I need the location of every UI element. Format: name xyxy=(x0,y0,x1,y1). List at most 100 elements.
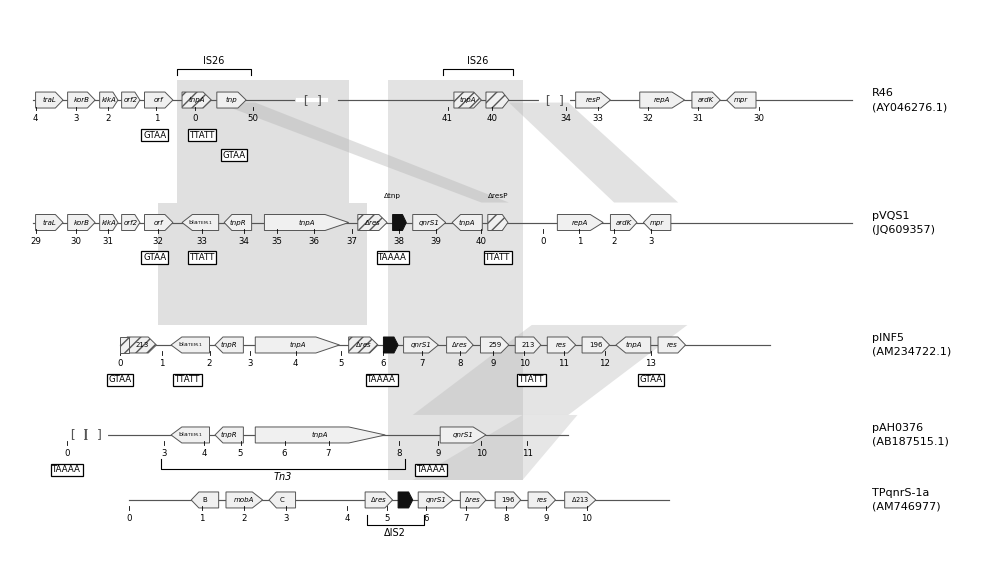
Text: 40: 40 xyxy=(486,114,497,123)
Text: 1: 1 xyxy=(153,114,159,123)
Text: pVQS1
(JQ609357): pVQS1 (JQ609357) xyxy=(872,211,934,235)
Text: repA: repA xyxy=(653,97,670,103)
Text: TTATT: TTATT xyxy=(485,253,510,262)
Text: 3: 3 xyxy=(283,514,289,523)
Text: orf: orf xyxy=(154,219,163,225)
Polygon shape xyxy=(255,427,385,443)
Text: 39: 39 xyxy=(429,236,440,246)
Text: 33: 33 xyxy=(591,114,602,123)
Text: 10: 10 xyxy=(475,449,486,458)
Text: $\Delta$213: $\Delta$213 xyxy=(571,495,589,504)
Text: 13: 13 xyxy=(644,359,656,368)
Text: $\Delta$res: $\Delta$res xyxy=(354,340,372,349)
Polygon shape xyxy=(439,427,485,443)
Text: 2: 2 xyxy=(105,114,110,123)
Text: 1: 1 xyxy=(199,514,205,523)
Polygon shape xyxy=(365,492,393,508)
Text: 0: 0 xyxy=(126,514,131,523)
Polygon shape xyxy=(255,337,339,353)
Text: 0: 0 xyxy=(64,449,70,458)
Text: tnpR: tnpR xyxy=(221,432,238,438)
Text: 33: 33 xyxy=(197,236,208,246)
Polygon shape xyxy=(36,215,63,230)
Polygon shape xyxy=(121,215,140,230)
Text: 0: 0 xyxy=(192,114,198,123)
Text: [: [ xyxy=(300,94,308,106)
Text: res: res xyxy=(666,342,677,348)
Text: tnpA: tnpA xyxy=(312,432,328,438)
Text: pAH0376
(AB187515.1): pAH0376 (AB187515.1) xyxy=(872,423,948,447)
Polygon shape xyxy=(691,92,720,108)
Text: $\Delta$res: $\Delta$res xyxy=(370,495,388,504)
Polygon shape xyxy=(453,92,481,108)
Text: $\Delta$res: $\Delta$res xyxy=(450,340,468,349)
Text: 11: 11 xyxy=(521,449,532,458)
Text: 34: 34 xyxy=(239,236,249,246)
Polygon shape xyxy=(460,492,485,508)
Text: tnpA: tnpA xyxy=(459,97,475,103)
Polygon shape xyxy=(657,337,685,353)
Text: TTATT: TTATT xyxy=(189,253,215,262)
Polygon shape xyxy=(348,337,378,353)
Polygon shape xyxy=(508,102,678,202)
Text: 2: 2 xyxy=(207,359,212,368)
Text: IS26: IS26 xyxy=(467,56,488,66)
Polygon shape xyxy=(528,492,555,508)
Text: 36: 36 xyxy=(308,236,319,246)
Text: 0: 0 xyxy=(540,236,545,246)
Text: 10: 10 xyxy=(580,514,591,523)
Text: 5: 5 xyxy=(238,449,244,458)
Text: 2: 2 xyxy=(610,236,616,246)
Polygon shape xyxy=(215,427,244,443)
Text: $\Delta$res: $\Delta$res xyxy=(464,495,481,504)
Polygon shape xyxy=(99,215,118,230)
Text: traL: traL xyxy=(43,97,56,103)
Polygon shape xyxy=(358,215,387,230)
Text: 35: 35 xyxy=(271,236,282,246)
Text: 213: 213 xyxy=(135,342,148,348)
Text: tnp: tnp xyxy=(226,97,238,103)
Polygon shape xyxy=(451,215,482,230)
Polygon shape xyxy=(446,337,473,353)
Text: 7: 7 xyxy=(462,514,468,523)
Text: 50: 50 xyxy=(247,114,257,123)
Text: ardK: ardK xyxy=(615,219,631,225)
Polygon shape xyxy=(217,92,246,108)
Text: 1: 1 xyxy=(576,236,581,246)
Text: 40: 40 xyxy=(475,236,486,246)
Polygon shape xyxy=(388,415,522,480)
Polygon shape xyxy=(639,92,684,108)
Text: tnpR: tnpR xyxy=(221,342,238,348)
Polygon shape xyxy=(36,92,63,108)
Text: tnpA: tnpA xyxy=(289,342,305,348)
Polygon shape xyxy=(615,337,650,353)
Text: IS26: IS26 xyxy=(203,56,224,66)
Polygon shape xyxy=(68,215,95,230)
Text: tnpA: tnpA xyxy=(188,97,205,103)
Text: ]: ] xyxy=(95,428,103,442)
Text: repA: repA xyxy=(572,219,587,225)
Text: tnpR: tnpR xyxy=(230,219,246,226)
Text: qnrS1: qnrS1 xyxy=(452,432,473,438)
Polygon shape xyxy=(144,92,173,108)
Text: TTATT: TTATT xyxy=(189,130,215,140)
Text: 9: 9 xyxy=(490,359,495,368)
Text: 9: 9 xyxy=(543,514,549,523)
Polygon shape xyxy=(215,337,244,353)
Text: 196: 196 xyxy=(501,497,514,503)
Polygon shape xyxy=(388,80,522,325)
Text: 3: 3 xyxy=(647,236,653,246)
Text: 6: 6 xyxy=(281,449,287,458)
Text: Tn3: Tn3 xyxy=(273,473,292,483)
Text: mpr: mpr xyxy=(649,219,664,225)
Text: korB: korB xyxy=(74,219,89,225)
Text: GTAA: GTAA xyxy=(143,130,166,140)
Text: TAAAA: TAAAA xyxy=(378,253,407,262)
Text: 30: 30 xyxy=(752,114,763,123)
Text: GTAA: GTAA xyxy=(108,376,131,384)
Text: orf2: orf2 xyxy=(123,97,138,103)
Text: ]: ] xyxy=(558,94,566,106)
Text: 10: 10 xyxy=(519,359,530,368)
Text: 4: 4 xyxy=(292,359,298,368)
Text: 31: 31 xyxy=(692,114,703,123)
